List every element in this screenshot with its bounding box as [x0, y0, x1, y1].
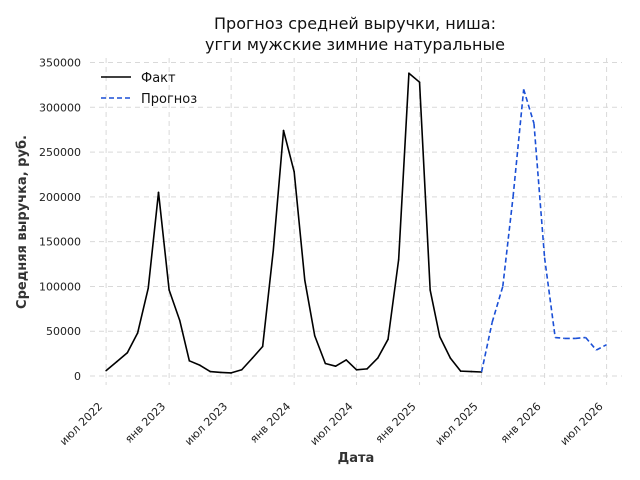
- line-segment: [585, 337, 597, 351]
- line-segment: [366, 357, 379, 370]
- chart-title-line-2: угги мужские зимние натуральные: [205, 35, 505, 54]
- line-segment: [543, 257, 556, 338]
- x-tick-label: июл 2024: [308, 400, 356, 448]
- line-segment: [272, 129, 285, 252]
- y-axis-ticks: 0 50000 100000 150000 200000 250000 300000 3500…: [39, 56, 81, 383]
- line-segment: [355, 368, 368, 371]
- x-tick-label: июл 2023: [182, 400, 230, 448]
- x-tick-label: янв 2026: [498, 400, 544, 446]
- line-segment: [334, 359, 348, 367]
- chart-title: Прогноз средней выручки, ниша: угги мужс…: [205, 14, 505, 54]
- x-tick-label: июл 2022: [57, 400, 105, 448]
- y-tick-label: 0: [74, 370, 81, 383]
- line-segment: [324, 362, 337, 367]
- line-segment: [533, 123, 546, 258]
- line-segment: [178, 319, 191, 362]
- line-segment: [136, 287, 150, 334]
- line-segment: [209, 370, 222, 374]
- line-segment: [261, 249, 275, 348]
- line-segment: [575, 336, 586, 340]
- line-segment: [595, 343, 607, 351]
- x-tick-label: янв 2023: [122, 400, 168, 446]
- x-tick-label: июл 2025: [433, 400, 481, 448]
- chart-title-line-1: Прогноз средней выручки, ниша:: [214, 14, 496, 33]
- line-segment: [105, 360, 118, 372]
- x-axis-label: Дата: [338, 451, 375, 466]
- line-segment: [230, 368, 243, 374]
- line-segment: [512, 89, 525, 197]
- series-forecast: [480, 89, 607, 373]
- line-segment: [438, 335, 452, 359]
- line-segment: [555, 336, 565, 340]
- line-segment: [293, 170, 306, 281]
- line-segment: [168, 289, 181, 322]
- line-segment: [449, 357, 462, 372]
- line-segment: [397, 72, 410, 261]
- y-tick-label: 300000: [39, 101, 81, 114]
- line-segment: [522, 89, 535, 124]
- y-axis-label: Средняя выручка, руб.: [15, 135, 30, 309]
- line-segment: [147, 191, 160, 290]
- legend-label: Факт: [141, 71, 176, 86]
- line-segment: [188, 360, 201, 367]
- line-segment: [115, 351, 129, 363]
- line-segment: [345, 359, 358, 371]
- line-segment: [429, 289, 441, 338]
- grid: [90, 58, 622, 385]
- line-segment: [376, 338, 389, 359]
- line-segment: [199, 364, 212, 373]
- line-segment: [313, 334, 327, 365]
- line-segment: [491, 286, 504, 323]
- line-segment: [126, 332, 139, 354]
- line-segment: [408, 72, 421, 83]
- series-lines: [105, 72, 607, 374]
- line-segment: [387, 258, 400, 341]
- legend: Факт Прогноз: [101, 71, 197, 107]
- x-tick-label: янв 2025: [373, 400, 419, 446]
- line-segment: [251, 345, 264, 359]
- line-segment: [157, 191, 170, 291]
- y-tick-label: 350000: [39, 56, 81, 69]
- x-tick-label: янв 2024: [247, 400, 293, 446]
- line-segment: [418, 81, 431, 291]
- y-tick-label: 150000: [39, 236, 81, 249]
- y-tick-label: 50000: [46, 325, 81, 338]
- x-tick-label: июл 2026: [558, 400, 606, 448]
- line-segment: [480, 322, 493, 373]
- y-tick-label: 100000: [39, 280, 81, 293]
- line-segment: [282, 129, 295, 173]
- line-segment: [303, 279, 316, 337]
- line-segment: [501, 196, 514, 287]
- y-tick-label: 250000: [39, 146, 81, 159]
- y-tick-label: 200000: [39, 191, 81, 204]
- line-segment: [240, 357, 254, 371]
- series-actual: [105, 72, 483, 374]
- x-axis-ticks: июл 2022 янв 2023 июл 2023 янв 2024 июл 2024…: [57, 400, 606, 448]
- legend-label: Прогноз: [141, 92, 197, 107]
